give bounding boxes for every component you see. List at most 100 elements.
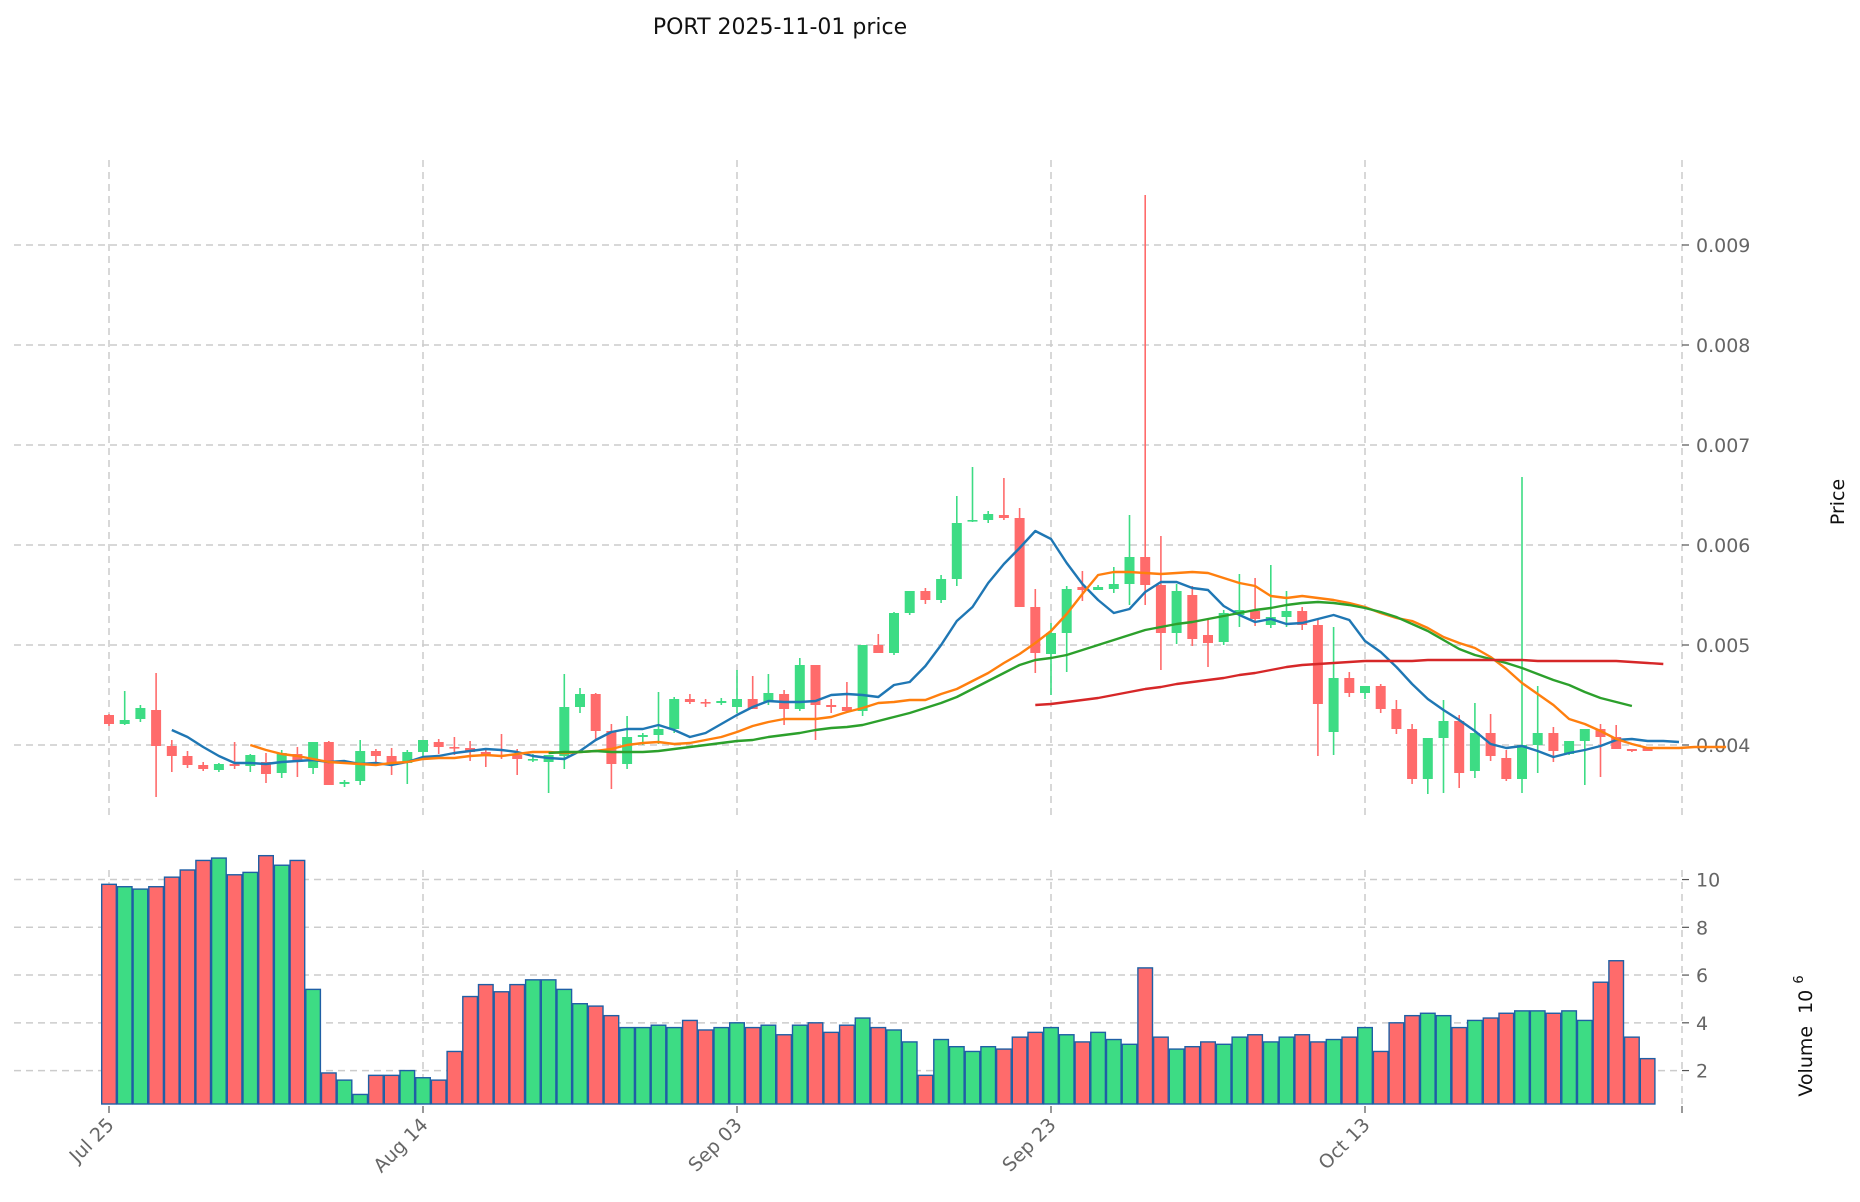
volume-bar [917,1074,934,1105]
candle-body [1030,607,1041,653]
candle-body [841,707,852,711]
x-tick-label: Sep 03 [684,1114,746,1176]
volume-bars [100,854,1656,1105]
candle-body [292,754,303,762]
volume-bar [1561,1010,1578,1105]
candle-body [1046,633,1056,654]
volume-bar [1152,1036,1169,1105]
volume-bar [744,1026,761,1105]
volume-bar [1451,1026,1468,1105]
x-tick-label: Jul 25 [65,1114,119,1168]
moving-average-line [171,529,1680,767]
candle-body [1391,709,1402,729]
volume-bar [1137,967,1154,1105]
volume-bar [1608,960,1625,1105]
candle-body [1203,635,1213,643]
volume-bar [430,1079,447,1105]
volume-bar [1090,1031,1107,1105]
volume-bar [1042,1026,1059,1105]
volume-bar [148,886,165,1105]
candle-body [998,515,1009,518]
volume-bar [242,871,259,1105]
volume-bar [760,1024,777,1105]
volume-bar [634,1026,651,1105]
candle-body [732,699,742,707]
candle-body [983,514,994,520]
volume-bar [100,883,117,1105]
volume-bar [556,988,573,1105]
candle-body [1328,678,1339,732]
price-tick-label: 0.008 [1696,335,1750,357]
volume-tick-label: 4 [1696,1013,1708,1035]
volume-bar [1199,1041,1216,1105]
volume-bar [352,1093,369,1105]
candle-body [1077,587,1088,590]
volume-bar [933,1038,950,1105]
volume-bar [1639,1057,1656,1105]
volume-bar [1011,1036,1028,1105]
candle-body [1626,749,1637,751]
volume-bar [854,1017,871,1105]
volume-bar [524,979,541,1105]
volume-tick-label: 2 [1696,1061,1708,1083]
volume-bar [305,988,322,1105]
volume-bar [1341,1036,1358,1105]
candle-body [1061,589,1072,633]
volume-bar [367,1074,384,1105]
volume-bar [1435,1014,1452,1105]
volume-bar [1262,1041,1279,1105]
candle-body [873,645,884,653]
volume-bar [1419,1012,1436,1105]
volume-bar [1168,1048,1185,1105]
volume-bar [336,1079,353,1105]
volume-bar [1388,1022,1405,1105]
volume-bar [1121,1043,1138,1105]
moving-average-line [1035,658,1664,707]
volume-bar [1623,1036,1640,1105]
volume-bar [666,1026,683,1105]
volume-bar [995,1048,1012,1105]
volume-bar [1027,1031,1044,1105]
candle-body [1375,686,1386,709]
volume-bar [870,1026,887,1105]
candle-body [213,764,224,770]
x-axis: Jul 25 Aug 14 Sep 03 Sep 23 Oct 13 [65,1106,1683,1177]
candle-body [1250,611,1261,619]
candle-body [1218,613,1229,642]
candle-body [920,591,931,600]
candle-body [606,731,617,764]
candle-body [1171,591,1182,633]
moving-average-line [548,600,1633,755]
candle-body [1344,678,1355,693]
candle-body [684,699,695,702]
candle-body [700,702,711,704]
candle-body [1140,557,1151,585]
price-tick-label: 0.006 [1696,535,1750,557]
candle-body [198,765,209,769]
chart-title: PORT 2025-11-01 price [653,15,907,40]
volume-bar [1545,1012,1562,1105]
volume-bar [1184,1045,1201,1105]
volume-bar [509,983,526,1105]
candle-body [1422,738,1433,779]
candle-body [418,740,428,752]
volume-bar [116,886,133,1105]
candle-body [559,707,570,756]
volume-bar [964,1050,981,1105]
volume-bar [1105,1038,1122,1105]
volume-bar [1247,1034,1264,1105]
candle-body [936,579,947,600]
volume-bar [681,1019,698,1105]
volume-bar [132,888,149,1105]
candle-body [590,694,601,731]
volume-bar [179,869,196,1105]
candle-body [1108,584,1119,589]
volume-bar [1231,1036,1248,1105]
volume-bar [1466,1019,1483,1105]
candle-body [1407,729,1418,779]
candle-body [1548,733,1559,751]
volume-bar [195,859,212,1105]
